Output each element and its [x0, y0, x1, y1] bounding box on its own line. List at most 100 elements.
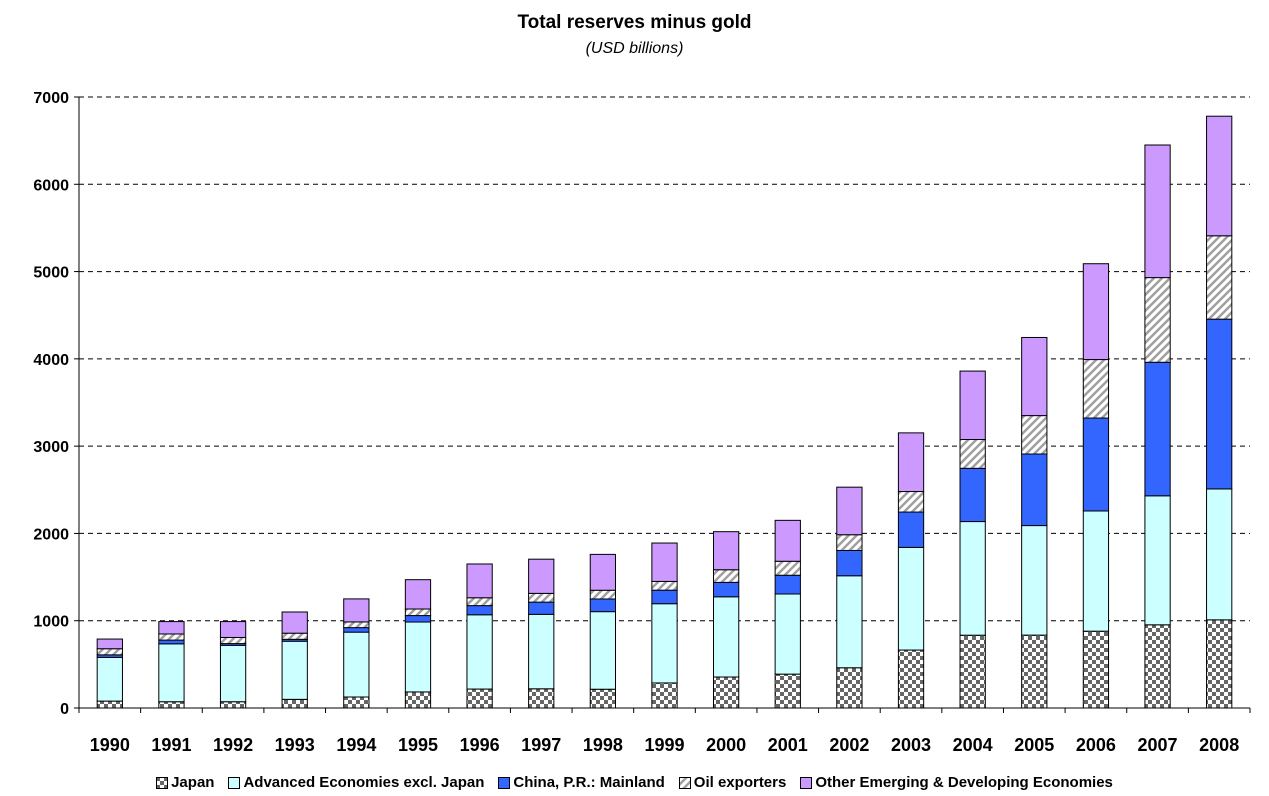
- bar-segment: [219, 621, 247, 638]
- bar-segment: [1206, 235, 1233, 320]
- x-tick-label: 1999: [644, 735, 684, 755]
- bar-segment: [712, 596, 740, 678]
- bar-segment: [1021, 336, 1048, 417]
- x-tick-label: 1997: [521, 735, 561, 755]
- x-tick-label: 1991: [151, 735, 191, 755]
- bar-segment: [1144, 624, 1171, 709]
- legend-item: Other Emerging & Developing Economies: [800, 774, 1113, 791]
- bar-segment: [774, 519, 801, 562]
- bar-segment: [1021, 453, 1048, 527]
- bar-segment: [528, 592, 555, 603]
- bar-segment: [1021, 415, 1048, 455]
- bar-segment: [774, 593, 801, 675]
- bar-segment: [343, 631, 370, 698]
- chart-title: Total reserves minus gold: [517, 12, 752, 33]
- bar-segment: [1021, 525, 1048, 636]
- y-tick-label: 1000: [33, 614, 69, 631]
- bar-segment: [589, 688, 617, 709]
- bar-segment: [96, 700, 123, 709]
- legend-label: Japan: [171, 774, 215, 791]
- bar-segment: [404, 608, 432, 617]
- bar-segment: [897, 546, 925, 651]
- bar-segment: [959, 370, 986, 441]
- legend-swatch: [678, 776, 691, 789]
- x-tick-label: 2005: [1014, 735, 1054, 755]
- legend-item: Advanced Economies excl. Japan: [228, 774, 484, 791]
- bar-segment: [96, 648, 123, 656]
- bar-segment: [158, 639, 185, 645]
- y-tick-label: 6000: [33, 177, 69, 194]
- bar-segment: [1082, 630, 1110, 709]
- x-tick-label: 2002: [829, 735, 869, 755]
- legend-swatch: [228, 776, 241, 789]
- bar-segment: [281, 640, 308, 700]
- bar-segment: [281, 698, 308, 709]
- bar-segment: [589, 553, 617, 591]
- bar-segment: [836, 486, 863, 536]
- bar-segment: [1082, 417, 1110, 512]
- bar-segment: [651, 589, 678, 605]
- bar-segment: [466, 605, 493, 616]
- bar-segment: [774, 574, 801, 595]
- bar-segment: [343, 696, 370, 709]
- bar-segment: [651, 542, 678, 582]
- bar-segment: [158, 621, 185, 635]
- bar-segment: [466, 614, 493, 690]
- x-tick-label: 2001: [768, 735, 808, 755]
- bar-segment: [281, 632, 308, 640]
- bar-segment: [836, 549, 863, 577]
- bar-segment: [712, 676, 740, 709]
- gridlines: [79, 96, 1250, 622]
- bar-segment: [1021, 634, 1048, 709]
- bar-segment: [219, 644, 247, 703]
- legend-label: Other Emerging & Developing Economies: [815, 774, 1113, 791]
- bar-segment: [466, 563, 493, 599]
- bar-segment: [651, 682, 678, 709]
- bar-segment: [897, 649, 925, 709]
- bar-segment: [158, 643, 185, 703]
- bar-segment: [528, 558, 555, 594]
- bar-segment: [404, 615, 432, 623]
- x-tick-label: 1995: [398, 735, 438, 755]
- bar-segment: [1082, 263, 1110, 361]
- bar-segment: [1206, 318, 1233, 490]
- bar-segment: [219, 636, 247, 645]
- y-tick-label: 2000: [33, 526, 69, 543]
- x-tick-label: 1994: [336, 735, 376, 755]
- x-tick-label: 2004: [953, 735, 993, 755]
- x-tick-label: 1990: [90, 735, 130, 755]
- bar-segment: [343, 627, 370, 633]
- x-tick-label: 1996: [460, 735, 500, 755]
- x-tick-label: 1998: [583, 735, 623, 755]
- x-tick-label: 1993: [275, 735, 315, 755]
- x-tick-label: 2000: [706, 735, 746, 755]
- bar-segment: [836, 667, 863, 709]
- bar-segment: [281, 611, 308, 634]
- legend-label: Oil exporters: [693, 774, 787, 791]
- bar-segment: [158, 633, 185, 641]
- bar-segment: [589, 611, 617, 690]
- bar-segment: [404, 621, 432, 693]
- bar-segment: [528, 613, 555, 690]
- bar-segment: [959, 634, 986, 709]
- bar-segment: [712, 569, 740, 583]
- bar-segment: [404, 691, 432, 709]
- bar-segment: [96, 656, 123, 702]
- bar-segment: [343, 621, 370, 629]
- bar-segment: [219, 701, 247, 709]
- bar-segment: [158, 701, 185, 709]
- y-tick-label: 7000: [33, 90, 69, 107]
- legend-swatch: [800, 776, 813, 789]
- x-tick-label: 2008: [1199, 735, 1239, 755]
- y-tick-label: 0: [60, 701, 69, 718]
- x-tick-label: 2007: [1138, 735, 1178, 755]
- legend-item: China, P.R.: Mainland: [498, 774, 665, 791]
- bar-segment: [774, 673, 801, 709]
- bar-segment: [1082, 510, 1110, 632]
- bar-segment: [651, 603, 678, 684]
- legend-swatch: [156, 776, 169, 789]
- bar-segment: [1144, 495, 1171, 626]
- legend: Japan Advanced Economies excl. Japan China…: [0, 774, 1269, 791]
- bar-segment: [466, 688, 493, 709]
- bar-segment: [1144, 361, 1171, 497]
